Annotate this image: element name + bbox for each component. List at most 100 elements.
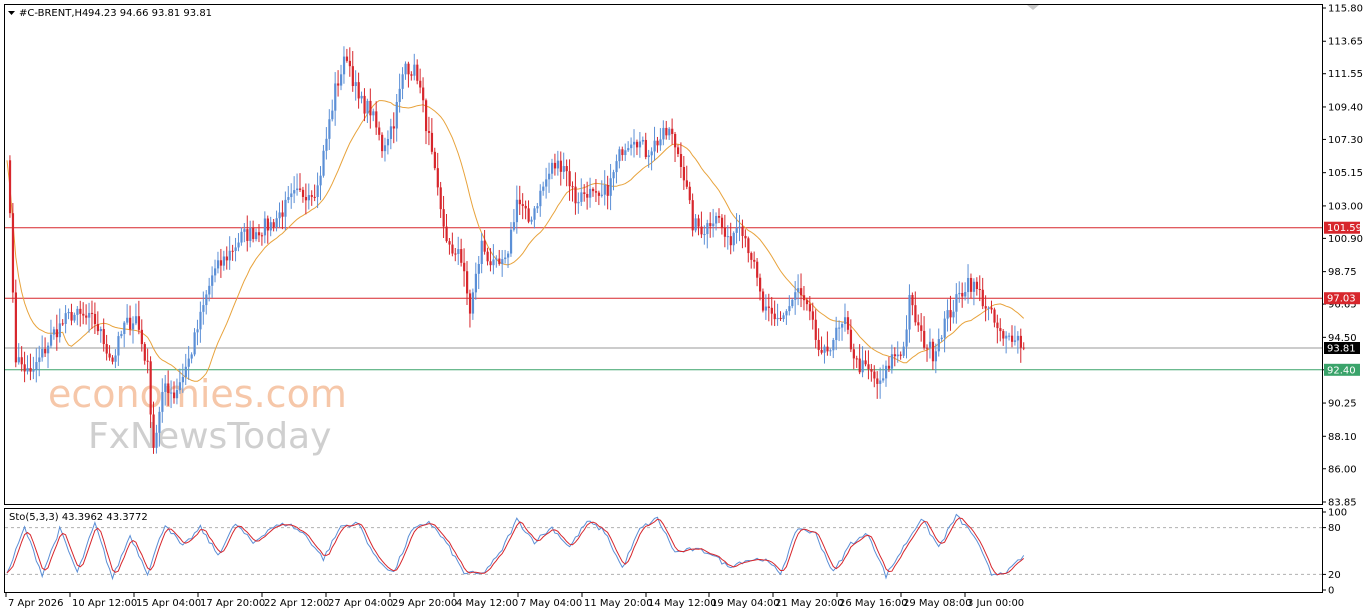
candle-bear [744,229,747,248]
candle-bull [293,176,296,204]
candle-bear [697,214,700,236]
x-tick-label: 15 Apr 04:00 [136,598,201,609]
candle-bear [93,302,97,334]
candle-bear [805,297,809,311]
candle-bear [448,237,451,255]
candle-bear [671,118,674,145]
candle-bull [952,299,955,324]
candle-bear [984,295,987,322]
candle-bear [85,304,88,325]
candle-bull [738,214,741,242]
x-tick-label: 14 May 12:00 [648,598,717,609]
chart-shift-icon[interactable] [1027,5,1039,10]
y-tick-label: 96.65 [1328,300,1357,311]
candle-bear [23,351,26,383]
candle-bull [890,344,894,374]
oscillator-title: Sto(5,3,3) 43.3962 43.3772 [9,512,148,523]
candle-bull [1008,332,1011,341]
candle-bear [674,132,677,162]
candle-bear [20,346,23,372]
stoch-main-line [6,513,1025,581]
candle-bull [647,149,650,168]
candle-bull [58,308,61,343]
candle-bull [882,364,885,383]
candle-bull [832,337,835,359]
candle-bear [257,224,261,243]
osc-tick-label: 100 [1328,508,1347,519]
candle-bear [337,70,340,97]
candle-bull [1005,331,1008,354]
candle-bear [90,300,94,329]
candle-bull [823,344,826,364]
y-tick-label: 83.85 [1328,498,1357,509]
level-tag [1324,342,1360,355]
candle-bull [360,91,363,104]
candle-bear [606,175,609,210]
candle-bear [11,203,15,303]
candle-bear [44,337,47,358]
candle-bear [483,229,486,255]
watermark-fxnewstoday: FxNewsToday [88,416,331,457]
y-tick-label: 100.90 [1328,234,1363,245]
candle-bear [876,371,879,399]
candle-bull [196,319,199,346]
level-tag-label: 92.40 [1327,365,1356,376]
candle-bull [76,306,79,326]
candle-bear [700,211,703,239]
candle-bull [190,352,193,364]
candle-bear [310,190,313,206]
level-tag [1324,292,1360,305]
candle-bull [383,137,387,162]
candle-bull [577,192,580,214]
candle-bull [322,144,325,178]
candle-bull [955,283,958,324]
candle-bear [231,244,234,261]
candle-bear [14,279,17,368]
candle-bear [498,249,501,266]
candle-bull [413,53,416,81]
candle-bear [152,401,155,454]
osc-tick-label: 0 [1328,586,1334,597]
stoch-signal-line [6,517,1025,576]
candle-bull [618,146,621,169]
candle-bull [943,311,946,353]
candle-bear [849,319,853,353]
candle-bull [457,236,460,265]
candle-bull [319,166,322,201]
candle-bear [592,187,595,197]
candle-bull [794,281,797,315]
candle-bull [548,162,551,193]
candle-bull [706,219,709,249]
candle-bull [712,208,715,238]
candle-bear [518,185,521,216]
candle-bull [659,128,662,151]
candle-bear [691,193,694,237]
x-tick-label: 3 Jun 00:00 [967,598,1024,609]
candle-bear [357,72,360,109]
candle-bear [445,214,448,243]
candle-bear [1002,329,1005,346]
candle-bull [184,353,187,386]
candle-bear [559,151,562,186]
candle-bull [222,250,226,271]
candle-bear [369,88,372,129]
candle-bear [899,351,902,360]
candle-bear [741,219,744,249]
candle-bull [178,368,182,394]
candle-bear [574,172,577,215]
ma-line [6,100,1025,382]
candle-bear [486,247,489,266]
candle-bull [474,262,477,300]
candle-bull [131,316,135,344]
collapse-arrow-icon[interactable] [8,11,15,15]
candle-bull [64,305,67,334]
candle-bear [753,251,756,269]
candle-bull [114,349,117,369]
candle-bull [764,294,768,320]
candle-bear [439,181,442,218]
candle-bear [644,132,647,160]
candle-bull [715,212,718,231]
candle-bear [826,331,829,356]
watermark-economies: economies.com [48,372,347,416]
candle-bear [527,200,530,224]
